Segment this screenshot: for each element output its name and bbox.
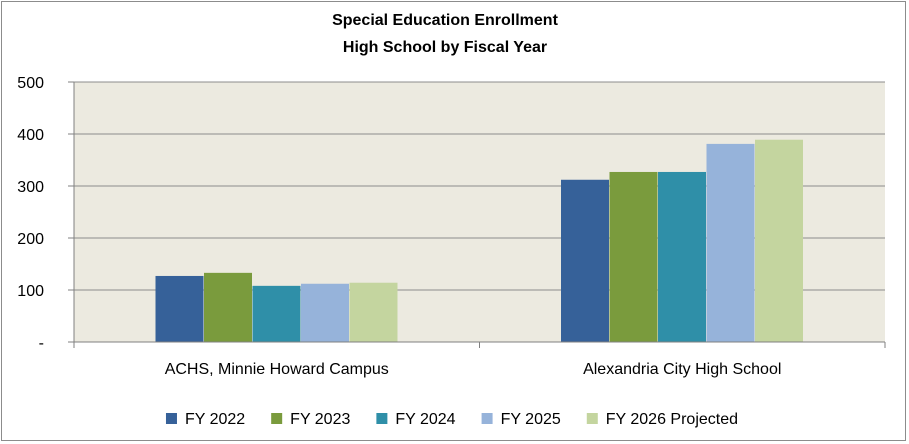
y-tick-label: - (39, 335, 44, 352)
bar (204, 272, 252, 342)
x-category-label: ACHS, Minnie Howard Campus (165, 361, 389, 378)
y-tick-label: 400 (17, 127, 44, 144)
bar (155, 275, 204, 342)
y-tick-label: 100 (17, 283, 44, 300)
legend-label: FY 2022 (185, 411, 245, 428)
bar (349, 282, 398, 342)
y-tick-label: 500 (17, 75, 44, 92)
legend-label: FY 2024 (395, 411, 455, 428)
legend-swatch (376, 413, 388, 424)
legend-swatch (481, 413, 493, 424)
bar (755, 139, 803, 342)
legend-label: FY 2023 (290, 411, 350, 428)
legend-label: FY 2025 (501, 411, 561, 428)
bar (561, 179, 609, 342)
x-category-label: Alexandria City High School (583, 361, 781, 378)
bar (252, 285, 301, 342)
legend-swatch (586, 413, 598, 424)
chart-title-line1: Special Education Enrollment (332, 12, 558, 29)
y-tick-label: 300 (17, 179, 44, 196)
legend-label: FY 2026 Projected (606, 411, 738, 428)
legend-swatch (165, 413, 177, 424)
legend-swatch (271, 413, 283, 424)
bar (609, 171, 658, 342)
bar (706, 143, 755, 342)
y-tick-label: 200 (17, 231, 44, 248)
bar (658, 171, 706, 342)
bar (301, 283, 349, 342)
chart-title-line2: High School by Fiscal Year (343, 39, 547, 56)
